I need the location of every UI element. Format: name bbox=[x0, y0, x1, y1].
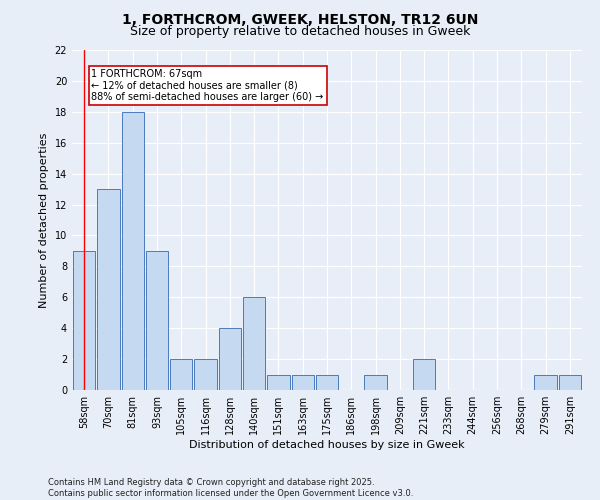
Text: 1 FORTHCROM: 67sqm
← 12% of detached houses are smaller (8)
88% of semi-detached: 1 FORTHCROM: 67sqm ← 12% of detached hou… bbox=[91, 68, 323, 102]
Y-axis label: Number of detached properties: Number of detached properties bbox=[39, 132, 49, 308]
Bar bbox=[218, 328, 241, 390]
Text: Size of property relative to detached houses in Gweek: Size of property relative to detached ho… bbox=[130, 25, 470, 38]
Bar bbox=[292, 374, 314, 390]
Bar bbox=[413, 359, 436, 390]
Bar bbox=[559, 374, 581, 390]
Bar bbox=[97, 189, 119, 390]
Bar bbox=[316, 374, 338, 390]
Bar bbox=[73, 251, 95, 390]
Bar bbox=[146, 251, 168, 390]
Bar bbox=[364, 374, 387, 390]
Bar bbox=[535, 374, 557, 390]
Bar bbox=[267, 374, 290, 390]
Text: 1, FORTHCROM, GWEEK, HELSTON, TR12 6UN: 1, FORTHCROM, GWEEK, HELSTON, TR12 6UN bbox=[122, 12, 478, 26]
Text: Contains HM Land Registry data © Crown copyright and database right 2025.
Contai: Contains HM Land Registry data © Crown c… bbox=[48, 478, 413, 498]
Bar bbox=[243, 298, 265, 390]
Bar bbox=[122, 112, 144, 390]
Bar bbox=[170, 359, 193, 390]
X-axis label: Distribution of detached houses by size in Gweek: Distribution of detached houses by size … bbox=[189, 440, 465, 450]
Bar bbox=[194, 359, 217, 390]
